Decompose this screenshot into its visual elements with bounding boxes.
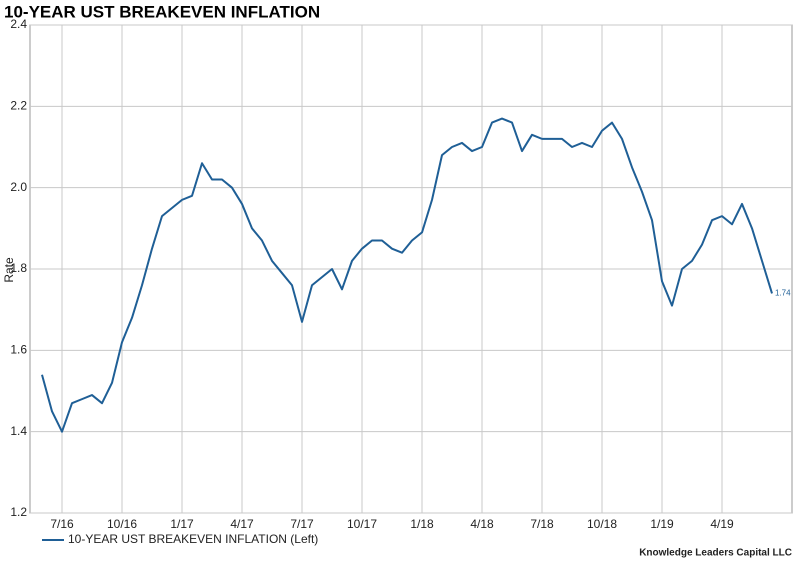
x-tick-label: 7/16 [50, 517, 74, 531]
x-tick-label: 1/19 [650, 517, 674, 531]
chart-title: 10-YEAR UST BREAKEVEN INFLATION [4, 2, 320, 21]
y-tick-label: 1.4 [10, 424, 27, 438]
line-series [41, 117, 773, 433]
x-tick-label: 10/16 [107, 517, 137, 531]
y-tick-label: 1.6 [10, 343, 27, 357]
y-tick-label: 1.8 [10, 261, 27, 275]
x-tick-label: 4/18 [470, 517, 494, 531]
x-tick-label: 4/17 [230, 517, 254, 531]
x-tick-label: 7/18 [530, 517, 554, 531]
legend-label: 10-YEAR UST BREAKEVEN INFLATION (Left) [68, 532, 318, 546]
x-tick-label: 1/18 [410, 517, 434, 531]
x-tick-label: 4/19 [710, 517, 734, 531]
x-tick-label: 10/17 [347, 517, 377, 531]
y-tick-label: 2.4 [10, 17, 27, 31]
y-tick-label: 2.0 [10, 180, 27, 194]
x-tick-label: 7/17 [290, 517, 314, 531]
y-tick-label: 1.2 [10, 505, 27, 519]
credit: Knowledge Leaders Capital LLC [639, 548, 792, 559]
y-tick-label: 2.2 [10, 99, 27, 113]
y-axis-label: Rate [2, 257, 16, 283]
x-tick-label: 1/17 [170, 517, 194, 531]
x-tick-label: 10/18 [587, 517, 617, 531]
end-value-label: 1.74 [775, 289, 791, 298]
